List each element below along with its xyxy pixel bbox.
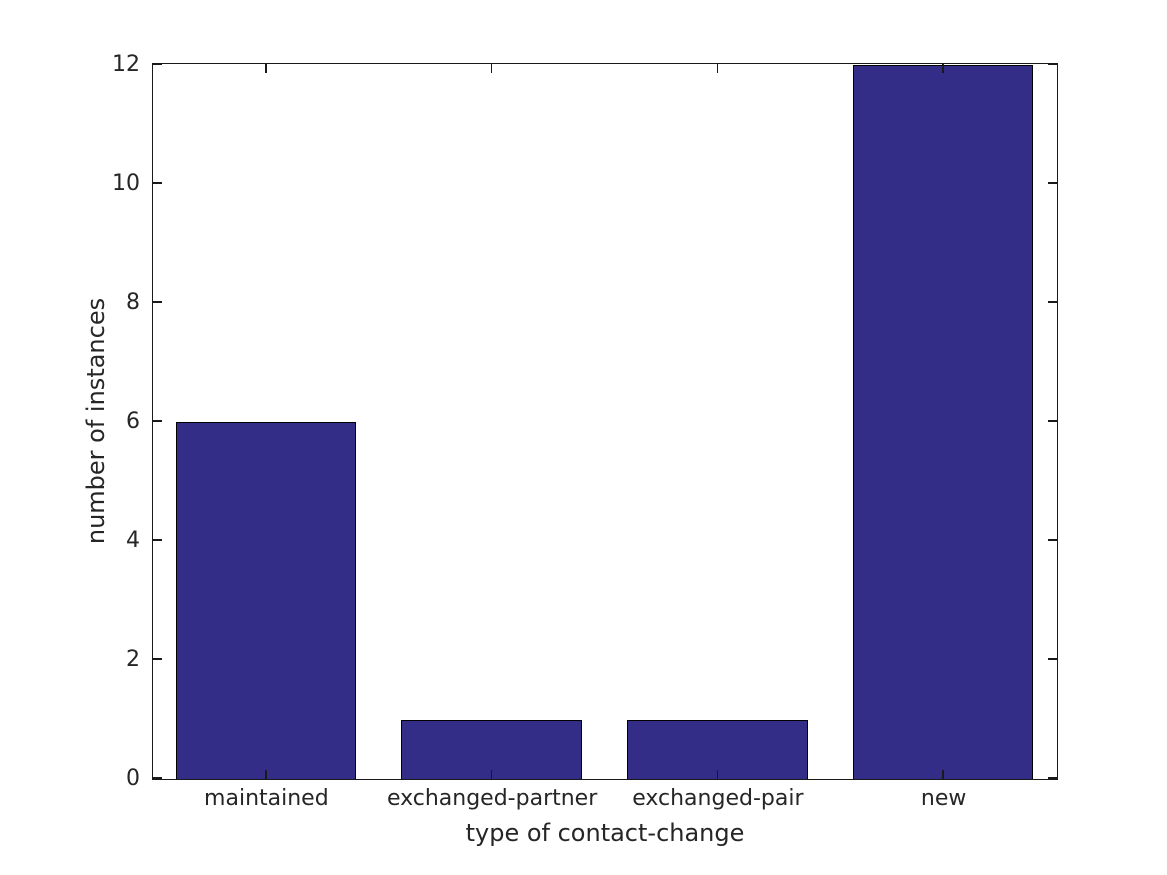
y-tick-right	[1048, 777, 1057, 779]
y-tick-left	[153, 301, 162, 303]
y-tick-left	[153, 420, 162, 422]
x-tick-label: exchanged-partner	[386, 786, 598, 811]
x-tick-label: maintained	[204, 786, 329, 811]
x-tick-top	[716, 64, 719, 73]
x-tick-bottom	[490, 770, 493, 779]
y-tick-label: 12	[112, 51, 140, 77]
y-tick-right	[1048, 420, 1057, 422]
y-tick-left	[153, 777, 162, 779]
y-tick-right	[1048, 63, 1057, 65]
bar-exchanged-pair	[627, 719, 808, 779]
y-tick-right	[1048, 182, 1057, 184]
plot-area	[152, 63, 1058, 780]
x-tick-label: new	[920, 786, 967, 811]
x-axis-label: type of contact-change	[465, 819, 745, 847]
y-tick-left	[153, 539, 162, 541]
x-tick-top	[490, 64, 493, 73]
y-tick-right	[1048, 539, 1057, 541]
y-tick-right	[1048, 658, 1057, 660]
x-tick-label: exchanged-pair	[632, 786, 804, 811]
y-tick-label: 8	[126, 289, 140, 315]
y-tick-label: 4	[126, 527, 140, 553]
x-tick-top	[265, 64, 267, 73]
y-tick-left	[153, 182, 162, 184]
y-tick-label: 2	[126, 646, 140, 672]
bar-maintained	[175, 422, 357, 779]
y-tick-label: 0	[126, 765, 140, 791]
bar-exchanged-partner	[401, 719, 582, 779]
y-tick-left	[153, 658, 162, 660]
x-tick-bottom	[265, 770, 267, 779]
y-tick-right	[1048, 301, 1057, 303]
y-tick-left	[153, 63, 162, 65]
x-tick-bottom	[716, 770, 719, 779]
bar-new	[852, 65, 1034, 779]
y-tick-label: 10	[112, 170, 140, 196]
x-tick-top	[942, 64, 944, 73]
x-tick-bottom	[942, 770, 944, 779]
y-tick-label: 6	[126, 408, 140, 434]
